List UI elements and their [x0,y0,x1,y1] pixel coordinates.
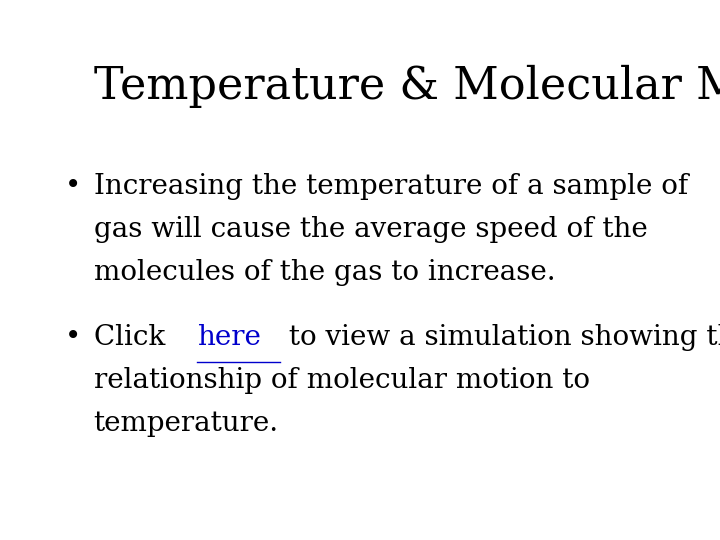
Text: to view a simulation showing the: to view a simulation showing the [279,324,720,351]
Text: •: • [65,173,81,200]
Text: •: • [65,324,81,351]
Text: Increasing the temperature of a sample of: Increasing the temperature of a sample o… [94,173,688,200]
Text: molecules of the gas to increase.: molecules of the gas to increase. [94,259,555,286]
Text: temperature.: temperature. [94,410,279,437]
Text: gas will cause the average speed of the: gas will cause the average speed of the [94,216,647,243]
Text: Temperature & Molecular Motion: Temperature & Molecular Motion [94,65,720,108]
Text: Click: Click [94,324,174,351]
Text: here: here [197,324,261,351]
Text: relationship of molecular motion to: relationship of molecular motion to [94,367,590,394]
